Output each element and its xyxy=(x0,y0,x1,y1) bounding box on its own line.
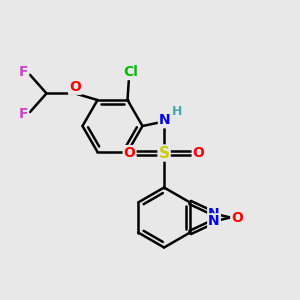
Text: O: O xyxy=(69,80,81,94)
Text: N: N xyxy=(208,207,220,221)
Text: S: S xyxy=(159,146,170,160)
Text: H: H xyxy=(172,105,182,119)
Text: N: N xyxy=(159,113,170,127)
Text: F: F xyxy=(19,107,28,122)
Text: N: N xyxy=(208,214,220,228)
Text: O: O xyxy=(124,146,136,160)
Text: F: F xyxy=(19,65,28,80)
Text: Cl: Cl xyxy=(123,65,138,79)
Text: O: O xyxy=(193,146,205,160)
Text: O: O xyxy=(231,211,243,224)
